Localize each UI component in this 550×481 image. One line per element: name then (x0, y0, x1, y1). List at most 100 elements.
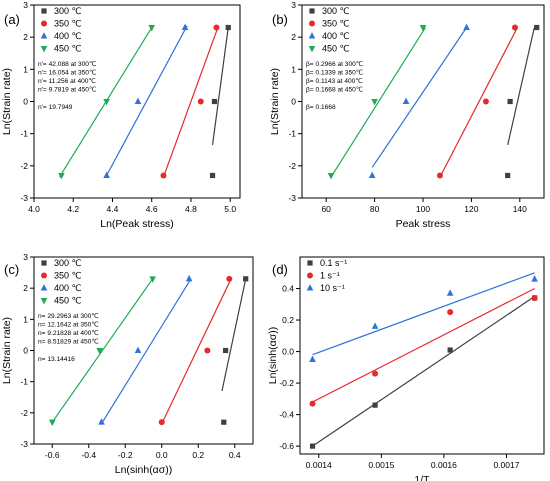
legend-label: 300 ℃ (54, 6, 82, 16)
legend-marker (40, 46, 48, 53)
legend-marker (308, 32, 316, 39)
x-tick-label: 0.0016 (431, 460, 457, 470)
series-4 (48, 276, 156, 427)
x-tick-label: 60 (321, 204, 331, 214)
x-axis-label: Ln(Peak stress) (100, 218, 174, 230)
data-point (209, 172, 216, 179)
legend-label: 450 ℃ (322, 44, 350, 54)
legend-marker (41, 20, 47, 27)
x-tick-label: 0.0014 (306, 460, 332, 470)
data-point (482, 98, 489, 105)
data-point (149, 276, 156, 283)
data-point (204, 347, 211, 354)
data-point (531, 275, 538, 282)
annotation-text: n'= 19.7949 (38, 104, 73, 111)
fit-line (507, 27, 535, 146)
legend-marker (41, 272, 47, 279)
annotation-text: n= 8.51829 at 450℃ (38, 338, 99, 346)
fit-line (439, 27, 518, 178)
chart-panel-c: (c) -0.6 -0.4 -0.2 0.0 0.2 0.4 -3 -2 -1 0 1 2 3 Ln(sin… (1, 252, 254, 476)
y-tick-label: -2 (288, 161, 296, 171)
data-point (463, 23, 470, 31)
x-tick-label: 4.0 (28, 204, 40, 214)
y-tick-label: -2 (20, 408, 28, 418)
data-point (309, 443, 316, 449)
y-tick-label: 1 (291, 64, 296, 74)
legend-label: 400 ℃ (54, 31, 82, 41)
fit-line (101, 278, 192, 425)
fit-line (51, 278, 154, 423)
x-tick-label: 4.2 (67, 204, 79, 214)
data-point (372, 402, 378, 408)
panel-label: (c) (4, 262, 19, 277)
series-2 (158, 275, 233, 426)
annotation-text: n= 29.2963 at 300℃ (38, 312, 99, 320)
y-tick-label: -2 (20, 161, 28, 171)
series-2 (160, 24, 220, 179)
fit-line (161, 278, 232, 425)
x-tick-label: 0.2 (192, 450, 204, 460)
series-1 (221, 276, 249, 425)
legend-marker (40, 32, 48, 39)
y-tick-label: 0 (291, 97, 296, 107)
fit-line (106, 25, 188, 176)
annotation-text: n'= 42.088 at 300℃ (38, 60, 96, 68)
series-2 (309, 287, 538, 407)
fit-line (312, 287, 535, 403)
x-axis-label: Peak stress (396, 218, 451, 230)
data-point (103, 171, 110, 178)
data-point (197, 98, 204, 105)
series-3 (98, 274, 193, 425)
data-point (505, 172, 511, 179)
x-tick-label: 120 (464, 204, 478, 214)
legend-label: 1 s⁻¹ (320, 271, 340, 281)
legend-marker (307, 260, 313, 266)
data-point (327, 172, 335, 180)
annotation-text: β= 0.1668 at 450℃ (306, 86, 363, 94)
series-1 (209, 24, 231, 179)
chart-panel-a: (a) 4.0 4.2 4.4 4.6 4.8 5.0 -3 -2 -1 0 1 2 3 Ln(Peak s… (1, 0, 241, 230)
data-point (211, 98, 218, 105)
y-tick-label: 1 (23, 314, 28, 324)
data-point (134, 346, 142, 353)
data-point (221, 419, 227, 425)
x-tick-label: 0.4 (229, 450, 241, 460)
annotation-text: n'= 9.7819 at 450℃ (38, 86, 96, 94)
data-point (436, 172, 443, 179)
data-point (213, 24, 220, 31)
x-tick-label: -0.2 (118, 450, 133, 460)
y-tick-label: 3 (291, 0, 296, 10)
x-tick-label: 5.0 (224, 204, 236, 214)
x-tick-label: 0.0017 (493, 460, 519, 470)
series-3 (368, 23, 470, 178)
annotation-text: n= 13.14416 (38, 356, 75, 363)
fit-line (162, 25, 219, 178)
legend-marker (307, 272, 313, 279)
y-tick-label: -3 (20, 193, 28, 203)
x-tick-label: 80 (370, 204, 380, 214)
data-point (185, 274, 193, 282)
annotation-text: n= 9.21828 at 400℃ (38, 329, 99, 337)
data-point (58, 172, 65, 180)
legend-marker (309, 20, 315, 27)
series-1 (309, 295, 538, 449)
y-tick-label: -1 (288, 129, 296, 139)
legend-label: 0.1 s⁻¹ (320, 258, 347, 268)
x-tick-label: 140 (513, 204, 527, 214)
y-tick-label: -3 (288, 193, 296, 203)
data-point (447, 309, 454, 316)
y-tick-label: 2 (23, 32, 28, 42)
y-tick-label: -0.2 (279, 378, 294, 388)
data-point (309, 355, 316, 362)
legend-marker (40, 298, 48, 305)
y-tick-label: 1 (23, 64, 28, 74)
annotation-text: β= 0.1339 at 350℃ (306, 69, 363, 77)
data-point (96, 348, 103, 355)
y-tick-label: 0.4 (282, 284, 294, 294)
data-point (98, 418, 105, 425)
y-tick-label: 2 (291, 32, 296, 42)
data-point (158, 419, 165, 426)
legend-label: 10 s⁻¹ (320, 283, 345, 293)
annotation-text: β= 0.2966 at 300℃ (306, 60, 363, 68)
